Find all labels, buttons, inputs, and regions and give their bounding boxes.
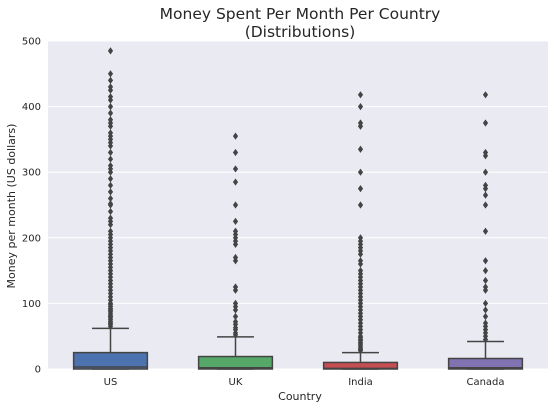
outlier-point (232, 178, 239, 186)
outlier-point (107, 188, 114, 196)
outlier-point (357, 168, 364, 176)
outlier-point (107, 214, 114, 222)
outlier-point (232, 217, 239, 225)
box (72, 351, 149, 370)
outlier-point (357, 103, 364, 111)
outlier-point (357, 119, 364, 127)
outlier-point (107, 76, 114, 84)
y-tick-label: 0 (35, 365, 41, 376)
outlier-point (482, 168, 489, 176)
outlier-point (357, 185, 364, 193)
outlier-point (357, 257, 364, 265)
y-tick-label: 100 (22, 299, 41, 310)
outlier-point (482, 299, 489, 307)
y-tick-label: 200 (22, 233, 41, 244)
x-tick-label: India (348, 377, 373, 388)
outlier-point (107, 103, 114, 111)
outlier-point (357, 234, 364, 242)
box-group-canada (447, 91, 524, 370)
x-tick-label: Canada (466, 377, 504, 388)
outlier-point (482, 119, 489, 127)
x-axis-title: Country (278, 390, 322, 403)
outlier-point (482, 312, 489, 321)
outlier-point (232, 312, 239, 321)
plot-background (48, 41, 548, 369)
outlier-point (107, 116, 114, 124)
outlier-point (232, 253, 239, 262)
plot-area (48, 40, 548, 370)
outlier-point (357, 145, 364, 153)
outlier-point (232, 318, 239, 326)
outlier-point (482, 306, 489, 314)
outlier-point (482, 191, 489, 199)
outlier-point (107, 200, 114, 208)
outlier-point (482, 181, 489, 189)
outlier-point (232, 132, 239, 140)
outlier-point (107, 175, 114, 183)
outlier-point (482, 91, 489, 99)
outlier-point (107, 227, 114, 235)
y-axis-title: Money per month (US dollars) (5, 124, 18, 289)
box (447, 357, 524, 370)
chart-subtitle: (Distributions) (245, 23, 356, 41)
outlier-point (357, 267, 364, 275)
outlier-point (107, 148, 114, 157)
outlier-point (357, 91, 364, 99)
x-tick-label: US (104, 377, 118, 388)
y-tick-label: 300 (22, 168, 41, 179)
outlier-point (482, 148, 489, 157)
outlier-point (107, 129, 114, 137)
outlier-point (107, 162, 114, 170)
outlier-point (107, 194, 114, 203)
outlier-point (232, 201, 239, 209)
outlier-point (482, 267, 489, 275)
outlier-point (482, 227, 489, 235)
box-group-india (322, 91, 399, 370)
outlier-point (357, 201, 364, 209)
y-tick-label: 500 (22, 37, 41, 48)
outlier-point (482, 283, 489, 291)
outlier-point (482, 276, 489, 285)
y-tick-label: 400 (22, 102, 41, 113)
box-group-uk (197, 132, 274, 370)
outlier-point (107, 83, 114, 91)
box-group-us (72, 47, 149, 370)
outlier-point (107, 47, 114, 55)
outlier-point (232, 283, 239, 291)
outlier-point (107, 155, 114, 163)
outlier-point (107, 109, 114, 117)
outlier-point (482, 201, 489, 209)
outlier-point (232, 299, 239, 307)
outlier-point (232, 227, 239, 235)
chart-title: Money Spent Per Month Per Country (160, 5, 441, 23)
outlier-point (482, 319, 489, 327)
outlier-point (482, 257, 489, 265)
outlier-point (107, 207, 114, 216)
outlier-point (232, 165, 239, 173)
outlier-point (107, 181, 114, 189)
x-tick-label: UK (229, 377, 243, 388)
outlier-point (232, 148, 239, 157)
box (197, 355, 274, 370)
outlier-point (107, 93, 114, 101)
outlier-point (107, 70, 114, 78)
